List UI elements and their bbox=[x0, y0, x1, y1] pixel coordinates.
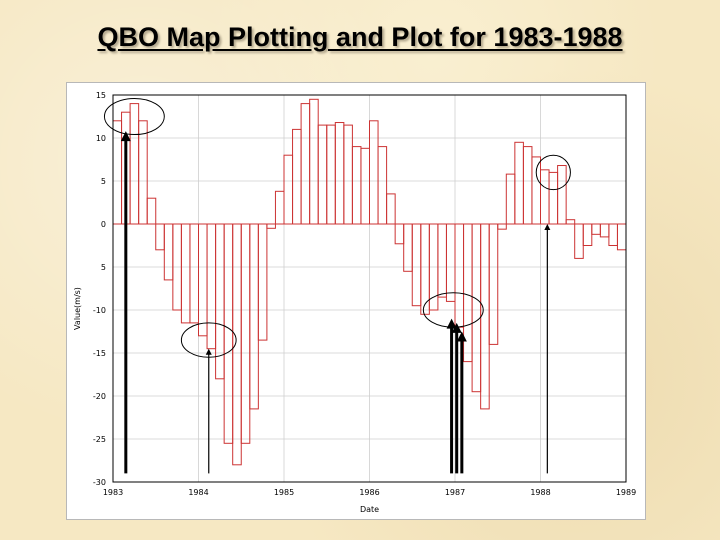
bar bbox=[394, 223, 405, 245]
bar bbox=[369, 120, 379, 225]
bar bbox=[300, 103, 311, 225]
bar bbox=[531, 156, 542, 225]
bar bbox=[522, 146, 533, 225]
bar bbox=[266, 223, 276, 229]
bar bbox=[351, 146, 362, 225]
y-tick-label: 5 bbox=[101, 177, 106, 186]
bar bbox=[155, 223, 165, 251]
y-tick-label: 5 bbox=[101, 263, 106, 272]
x-tick-label: 1983 bbox=[103, 488, 123, 497]
y-tick-labels: 15 10 5 0 5 -10 -15 -20 -25 -30 bbox=[93, 91, 106, 487]
annotation-circle bbox=[535, 154, 571, 191]
arrow-head bbox=[456, 331, 467, 342]
plot-frame bbox=[112, 94, 627, 483]
bar bbox=[505, 173, 516, 225]
arrow-head bbox=[120, 131, 131, 142]
bar bbox=[240, 223, 251, 444]
bar bbox=[232, 223, 242, 466]
x-tick-label: 1989 bbox=[616, 488, 636, 497]
bar bbox=[616, 223, 627, 251]
bar bbox=[514, 141, 524, 225]
bar bbox=[582, 223, 593, 246]
bar bbox=[488, 223, 499, 345]
x-tick-label: 1986 bbox=[359, 488, 379, 497]
bar bbox=[326, 124, 336, 225]
annotation-circles bbox=[103, 97, 571, 358]
bar bbox=[317, 124, 328, 225]
y-tick-label: -15 bbox=[93, 349, 106, 358]
bar bbox=[437, 223, 447, 298]
bar bbox=[129, 103, 140, 225]
qbo-chart: 1983 1984 1985 1986 1987 1988 1989 15 10 5 0 5 -10 -… bbox=[73, 91, 636, 514]
bar bbox=[591, 223, 601, 235]
bar bbox=[283, 154, 294, 225]
x-axis-title: Date bbox=[360, 505, 379, 514]
bar bbox=[112, 120, 123, 225]
annotation-arrows bbox=[120, 131, 551, 474]
bar bbox=[249, 223, 259, 410]
bar bbox=[223, 223, 234, 444]
bar bbox=[608, 223, 618, 246]
x-tick-labels: 1983 1984 1985 1986 1987 1988 1989 bbox=[103, 488, 636, 497]
bar bbox=[403, 223, 413, 272]
bar bbox=[309, 98, 319, 225]
y-tick-label: -25 bbox=[93, 435, 106, 444]
y-tick-label: 15 bbox=[96, 91, 106, 100]
slide-title: QBO Map Plotting and Plot for 1983-1988 bbox=[97, 22, 623, 52]
bar bbox=[198, 223, 208, 337]
x-tick-label: 1987 bbox=[445, 488, 465, 497]
bar bbox=[180, 223, 191, 324]
bar bbox=[360, 147, 371, 225]
arrow-head bbox=[446, 318, 457, 329]
arrow-head bbox=[205, 348, 212, 355]
bar bbox=[454, 223, 465, 328]
annotation-circle bbox=[103, 97, 165, 136]
y-tick-label: -20 bbox=[93, 392, 106, 401]
bar bbox=[599, 223, 610, 238]
bar bbox=[146, 197, 157, 225]
bar bbox=[274, 190, 285, 225]
y-tick-label: 10 bbox=[96, 134, 106, 143]
bar bbox=[377, 146, 388, 225]
y-axis-title: Value(m/s) bbox=[73, 287, 82, 330]
y-tick-label: 0 bbox=[101, 220, 106, 229]
bar bbox=[548, 171, 559, 225]
bar bbox=[540, 169, 550, 225]
x-tick-label: 1988 bbox=[530, 488, 550, 497]
bar bbox=[497, 223, 507, 230]
bar bbox=[343, 124, 353, 225]
bar bbox=[565, 219, 576, 225]
arrow-head bbox=[544, 224, 551, 230]
bar bbox=[189, 223, 199, 324]
bar bbox=[471, 223, 482, 393]
bar bbox=[257, 223, 268, 341]
x-tick-label: 1985 bbox=[274, 488, 294, 497]
y-tick-label: -10 bbox=[93, 306, 106, 315]
bar bbox=[574, 223, 584, 259]
bar bbox=[386, 193, 396, 225]
bar bbox=[292, 128, 302, 225]
chart-panel: 1983 1984 1985 1986 1987 1988 1989 15 10 5 0 5 -10 -… bbox=[66, 82, 646, 520]
bar bbox=[206, 223, 217, 350]
bar bbox=[557, 165, 567, 225]
bar bbox=[445, 223, 456, 302]
bar bbox=[138, 120, 148, 225]
bar bbox=[411, 223, 422, 307]
arrow-head bbox=[451, 322, 462, 333]
bar bbox=[480, 223, 490, 410]
bar bbox=[163, 223, 174, 281]
y-tick-label: -30 bbox=[93, 478, 106, 487]
x-tick-label: 1984 bbox=[188, 488, 208, 497]
